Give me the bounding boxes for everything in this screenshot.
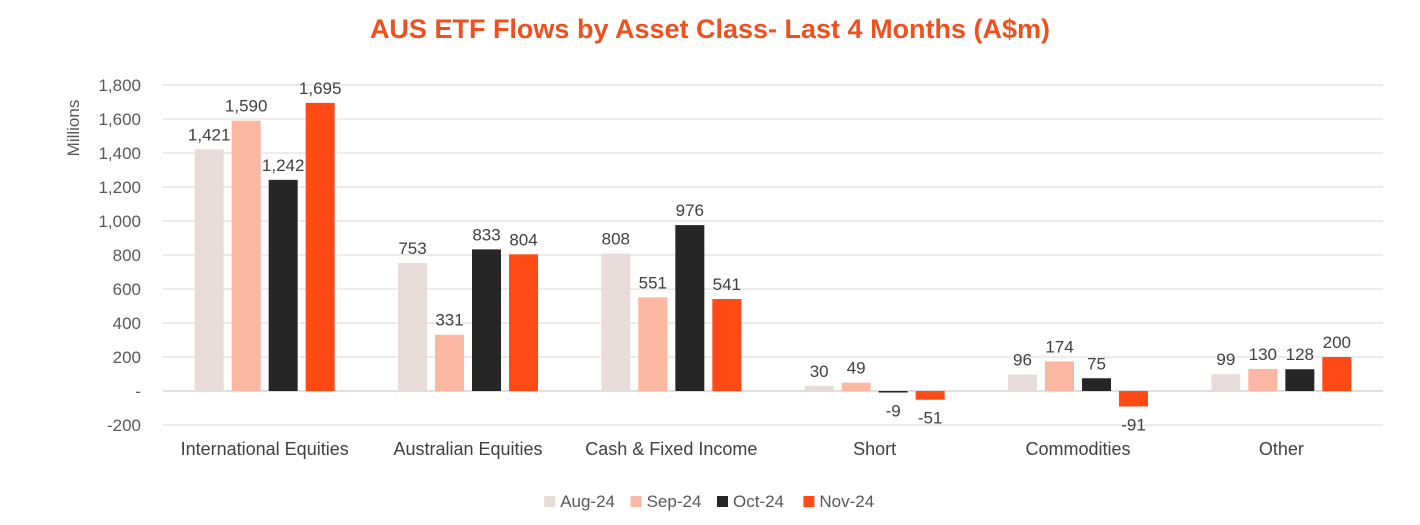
y-tick-label: 1,800 [98,76,141,95]
category-labels: International Equities Australian Equitie… [181,439,1304,459]
data-label: 1,590 [225,97,268,116]
bar [804,385,834,391]
bar [1082,378,1111,391]
data-label: 1,242 [262,156,305,175]
bar [1045,361,1074,391]
legend-swatch [630,496,642,507]
y-tick-label: -200 [107,416,141,435]
data-label: 541 [713,275,741,294]
bar [509,254,538,391]
y-tick-label: - [135,382,141,401]
legend-item: Sep-24 [630,492,702,511]
y-tick-label: 1,000 [98,212,141,231]
y-axis-ticks: -200-2004006008001,0001,2001,4001,6001,8… [98,76,141,435]
data-label: 49 [847,359,866,378]
bar [268,179,298,391]
y-tick-label: 200 [113,348,141,367]
legend-swatch [544,496,556,507]
y-tick-label: 400 [113,314,141,333]
y-axis-label: Millions [64,100,83,157]
data-label: -9 [886,402,901,421]
legend-label: Oct-24 [733,492,784,511]
chart-title: AUS ETF Flows by Asset Class- Last 4 Mon… [369,14,1051,44]
gridlines [163,84,1383,426]
bar [194,149,224,391]
legend-item: Oct-24 [717,492,784,511]
legend: Aug-24 Sep-24 Oct-24 Nov-24 [544,492,874,511]
data-label: 1,695 [299,79,342,98]
y-tick-label: 1,400 [98,144,141,163]
bar [231,120,261,391]
bar [398,262,427,391]
legend-swatch [717,496,728,507]
category-label: Australian Equities [393,439,542,459]
data-label: 30 [810,362,829,381]
bar [915,391,945,400]
bar [305,102,335,391]
bar [601,253,631,391]
category-label: Short [853,439,896,459]
bars [194,102,1352,407]
data-label: 808 [602,230,630,249]
bar [638,297,668,391]
data-label: 128 [1286,345,1314,364]
legend-label: Aug-24 [560,492,615,511]
bar [878,391,908,393]
category-label: Other [1259,439,1304,459]
y-tick-label: 800 [113,246,141,265]
data-label: 130 [1249,345,1277,364]
bar [675,225,705,391]
bar [1322,357,1352,391]
data-label: 804 [509,230,537,249]
category-label: Cash & Fixed Income [585,439,757,459]
bar [712,299,742,391]
category-label: Commodities [1025,439,1130,459]
data-label: 174 [1045,337,1073,356]
y-tick-label: 1,600 [98,110,141,129]
data-label: 1,421 [188,125,231,144]
bar [1248,368,1278,391]
data-label: 96 [1013,351,1032,370]
bar [435,334,464,391]
bar [841,382,871,391]
data-label: 833 [472,225,500,244]
data-label: 976 [676,201,704,220]
category-label: International Equities [181,439,349,459]
legend-label: Sep-24 [647,492,702,511]
data-label: -91 [1121,415,1146,434]
data-label: 75 [1087,354,1106,373]
legend-item: Aug-24 [544,492,615,511]
bar [472,249,501,391]
data-label: 331 [435,311,463,330]
data-label: 551 [639,273,667,292]
legend-item: Nov-24 [803,492,874,511]
data-label: 99 [1216,350,1235,369]
bar [1285,369,1315,391]
data-label: 200 [1323,333,1351,352]
data-labels: 1,421 1,590 1,242 1,695 753 331 833 804 808 551 97… [188,79,1351,435]
bar [1119,391,1148,407]
data-label: 753 [398,239,426,258]
data-label: -51 [918,409,943,428]
legend-swatch [803,496,815,507]
legend-label: Nov-24 [819,492,874,511]
y-tick-label: 600 [113,280,141,299]
bar [1008,374,1037,391]
y-tick-label: 1,200 [98,178,141,197]
bar [1211,374,1241,391]
